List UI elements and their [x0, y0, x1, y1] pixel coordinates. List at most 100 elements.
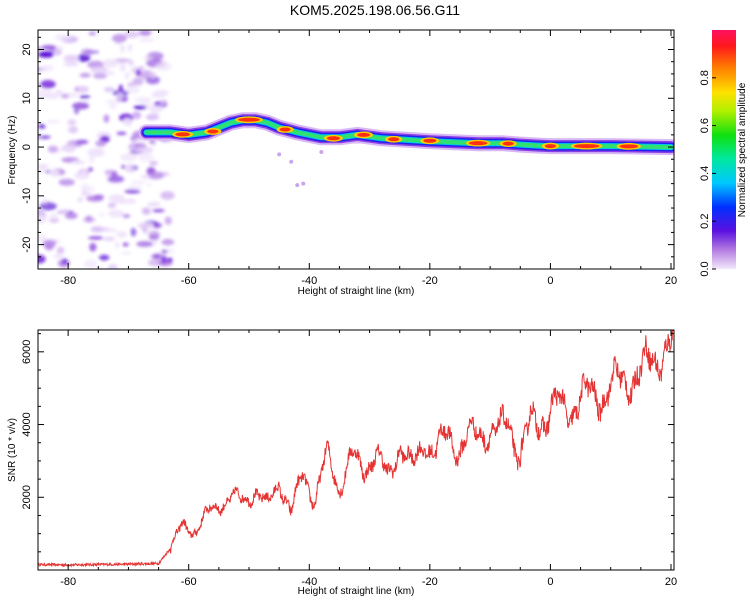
stray-speck: [319, 149, 324, 154]
noise-blob: [87, 148, 105, 158]
colorbar: [712, 30, 736, 269]
noise-blob: [88, 167, 94, 172]
noise-blob: [54, 34, 71, 41]
top-x-tick-label: -60: [181, 275, 197, 287]
signal-ridge: [138, 112, 674, 188]
noise-blob: [148, 171, 164, 180]
noise-blob: [93, 194, 105, 200]
noise-blob: [63, 61, 79, 67]
noise-blob: [116, 131, 127, 135]
top-axis-ticks: -80 -60 -40 -20 0 20 -20 -10 0 10 20: [21, 30, 677, 287]
top-x-tick-label: 20: [665, 275, 677, 287]
noise-blob: [76, 54, 91, 62]
top-x-tick-label: -40: [301, 275, 317, 287]
noise-blob: [92, 72, 108, 79]
stray-speck: [295, 183, 300, 188]
noise-blob: [59, 208, 70, 214]
noise-blob: [160, 191, 175, 200]
noise-blob: [58, 178, 75, 186]
top-x-tick-label: -20: [422, 275, 438, 287]
noise-blob: [81, 183, 89, 191]
bottom-x-tick-label: -80: [60, 576, 76, 588]
noise-blob: [131, 111, 142, 120]
noise-blob: [61, 258, 68, 265]
bottom-x-tick-label: 20: [665, 576, 677, 588]
noise-blob: [125, 163, 136, 173]
top-y-tick-label: 20: [21, 43, 33, 55]
noise-blob: [147, 259, 163, 267]
noise-blob: [138, 30, 152, 37]
noise-blob: [38, 135, 51, 139]
ridge-peak-core: [502, 141, 514, 146]
noise-blob: [88, 31, 97, 36]
noise-blob: [138, 38, 155, 42]
stray-speck: [301, 181, 306, 186]
noise-blob: [149, 112, 159, 118]
noise-blob: [40, 80, 56, 89]
noise-blob: [44, 241, 55, 251]
stray-speck: [277, 152, 282, 157]
spectrogram: [38, 30, 674, 269]
ridge-peak-core: [357, 132, 371, 137]
colorbar-tick-label: 0.4: [699, 166, 711, 181]
noise-blob: [149, 231, 160, 240]
noise-blob: [103, 86, 116, 93]
top-x-tick-label: 0: [547, 275, 553, 287]
bottom-y-tick-label: 2000: [21, 485, 33, 509]
noise-blob: [64, 212, 78, 220]
noise-blob: [72, 102, 90, 110]
noise-blob: [111, 33, 127, 43]
noise-blob: [95, 140, 107, 147]
noise-blob: [135, 69, 141, 77]
noise-blob: [43, 93, 60, 99]
noise-blob: [143, 55, 154, 61]
noise-blob: [87, 236, 104, 240]
snr-series-line: [38, 330, 674, 568]
noise-blob: [164, 216, 173, 225]
chart-title: KOM5.2025.198.06.56.G11: [289, 2, 461, 18]
noise-blob: [101, 227, 112, 232]
noise-blob: [149, 161, 158, 166]
ridge-peak-core: [237, 117, 260, 122]
noise-blob: [38, 235, 47, 242]
noise-blob: [149, 105, 163, 114]
top-y-tick-label: 0: [21, 144, 33, 150]
noise-blob: [38, 124, 46, 129]
noise-blob: [49, 218, 60, 223]
colorbar-tick-label: 0.0: [699, 261, 711, 276]
noise-blob: [38, 164, 50, 168]
ridge-peak-core: [388, 137, 400, 142]
stray-speck: [289, 159, 294, 164]
top-x-tick-label: -80: [60, 275, 76, 287]
noise-blob: [52, 48, 63, 56]
noise-blob: [138, 153, 154, 162]
noise-blob: [126, 85, 140, 94]
noise-blob: [161, 238, 175, 246]
bottom-x-axis-label: Height of straight line (km): [298, 586, 415, 597]
top-panel-frame: [37, 29, 675, 270]
noise-blob: [136, 240, 154, 247]
noise-blob: [135, 146, 154, 154]
noise-blob: [134, 97, 152, 103]
noise-blob: [103, 236, 116, 242]
noise-blob: [90, 66, 109, 74]
bottom-y-axis-label: SNR (10 * v/v): [7, 418, 18, 482]
noise-blob: [109, 104, 117, 109]
noise-blob: [119, 62, 126, 72]
noise-blob: [161, 255, 168, 264]
noise-blob: [80, 170, 87, 175]
noise-blob: [63, 54, 80, 62]
noise-blob: [42, 196, 48, 205]
snr-plot: [38, 330, 674, 568]
noise-blob: [147, 201, 161, 208]
bottom-y-tick-label: 6000: [21, 340, 33, 364]
top-y-tick-label: -20: [21, 237, 33, 253]
ridge-peak-core: [207, 129, 219, 134]
noise-blob: [103, 114, 110, 123]
noise-blob: [124, 189, 141, 194]
noise-blob: [121, 164, 126, 169]
noise-blob: [116, 231, 128, 238]
noise-blob: [88, 155, 95, 164]
bottom-x-tick-label: -20: [422, 576, 438, 588]
